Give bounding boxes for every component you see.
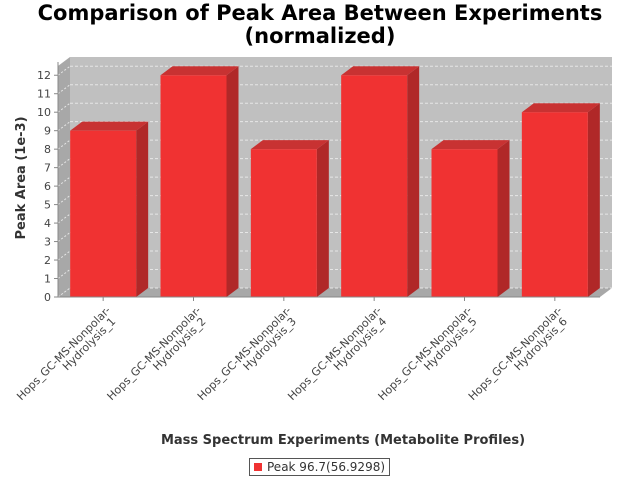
bar-front <box>250 149 317 297</box>
y-tick-label: 10 <box>37 106 51 119</box>
gridline-left-wall <box>57 158 71 169</box>
bar <box>341 66 420 298</box>
bar-top <box>160 66 239 76</box>
gridline-left-wall <box>57 65 71 76</box>
gridline-left-wall <box>57 139 71 150</box>
y-tick-label: 8 <box>44 143 51 156</box>
gridline-left-wall <box>57 176 71 187</box>
bar-top <box>521 103 600 113</box>
legend-label: Peak 96.7(56.9298) <box>267 460 386 474</box>
bar-top <box>341 66 420 76</box>
bar-side <box>587 103 600 297</box>
bar-side <box>136 121 149 298</box>
gridline-left-wall <box>57 232 71 242</box>
y-tick-label: 6 <box>44 180 51 193</box>
legend: Peak 96.7(56.9298) <box>249 458 391 476</box>
y-tick-label: 3 <box>44 236 51 249</box>
chart-title-line-1: Comparison of Peak Area Between Experime… <box>37 1 603 25</box>
y-tick-label: 12 <box>37 69 51 82</box>
gridline-left-wall <box>57 121 71 132</box>
y-tick-label: 9 <box>44 125 51 138</box>
chart-title-line-2: (normalized) <box>244 24 396 48</box>
bar-side <box>316 140 329 297</box>
gridline-left-wall <box>57 213 71 224</box>
x-axis-label: Mass Spectrum Experiments (Metabolite Pr… <box>161 433 525 448</box>
gridline-left-wall <box>57 102 71 113</box>
bar <box>431 140 510 297</box>
bar <box>250 140 329 297</box>
bar-top <box>70 121 149 131</box>
bar-side <box>407 66 420 298</box>
bar-top <box>431 140 510 150</box>
legend-swatch <box>254 463 262 471</box>
bar-front <box>160 75 227 298</box>
x-tick-label: Hops_GC-MS-Nonpolar- <box>195 304 294 403</box>
x-tick-label: Hops_GC-MS-Nonpolar- <box>376 304 475 403</box>
gridlines <box>57 65 612 298</box>
bar-front <box>521 112 588 297</box>
y-tick-label: 1 <box>44 273 51 286</box>
bar-side <box>226 66 239 298</box>
bar <box>160 66 239 298</box>
bar <box>521 103 600 297</box>
bar <box>70 121 149 298</box>
x-tick-label: Hops_GC-MS-Nonpolar- <box>466 304 565 403</box>
y-tick-label: 0 <box>44 291 51 304</box>
bars <box>70 66 600 298</box>
gridline-left-wall <box>57 250 71 261</box>
y-tick-label: 11 <box>37 88 51 101</box>
gridline-left-wall <box>57 195 71 206</box>
gridline-left-wall <box>57 287 71 298</box>
x-axis: Hops_GC-MS-Nonpolar-Hydrolysis_1Hops_GC-… <box>14 296 600 403</box>
bar-top <box>250 140 329 150</box>
y-tick-label: 5 <box>44 199 51 212</box>
gridline-left-wall <box>57 84 71 95</box>
y-tick-label: 2 <box>44 254 51 267</box>
y-tick-label: 4 <box>44 217 51 230</box>
x-tick-label: Hops_GC-MS-Nonpolar- <box>105 304 204 403</box>
x-tick-label: Hops_GC-MS-Nonpolar- <box>285 304 384 403</box>
bar-front <box>70 130 137 297</box>
y-axis-label: Peak Area (1e-3) <box>14 116 29 239</box>
bar-front <box>431 149 498 297</box>
gridline-left-wall <box>57 269 71 279</box>
bar-side <box>497 140 510 297</box>
bar-front <box>341 75 408 298</box>
x-tick-label: Hops_GC-MS-Nonpolar- <box>14 304 113 403</box>
plot-left-wall <box>58 57 70 297</box>
chart-title: Comparison of Peak Area Between Experime… <box>0 2 640 48</box>
y-tick-label: 7 <box>44 162 51 175</box>
